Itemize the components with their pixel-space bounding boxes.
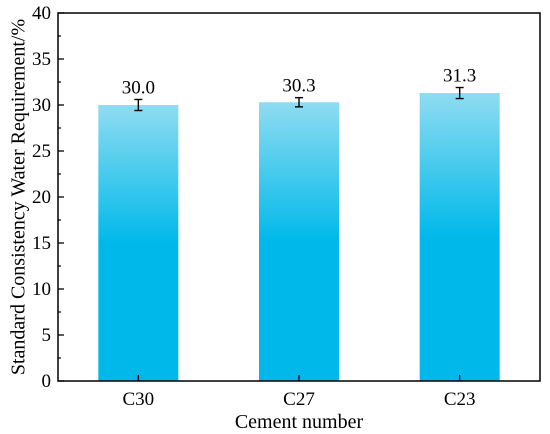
x-tick-label: C27 [283, 389, 315, 410]
bar [419, 93, 500, 381]
y-tick-label: 5 [42, 325, 52, 346]
error-bars-layer [134, 86, 464, 112]
data-label: 31.3 [443, 66, 476, 87]
y-tick-label: 35 [32, 49, 51, 70]
y-tick-label: 0 [42, 371, 52, 392]
x-axis: C30 C27 C23 [122, 375, 476, 410]
bar [259, 102, 339, 382]
bar [98, 105, 179, 381]
y-tick-label: 10 [32, 279, 51, 300]
y-tick-label: 40 [32, 3, 51, 24]
y-axis-title: Standard Consistency Water Requirement/% [8, 19, 30, 375]
data-labels-layer: 30.0 30.3 31.3 [122, 66, 477, 99]
data-label: 30.0 [122, 77, 155, 98]
y-tick-label: 30 [32, 95, 51, 116]
y-tick-label: 25 [32, 141, 51, 162]
y-tick-label: 15 [32, 233, 51, 254]
bars-layer [98, 93, 500, 382]
data-label: 30.3 [282, 76, 315, 97]
x-tick-label: C30 [122, 389, 154, 410]
x-axis-title: Cement number [235, 411, 364, 433]
y-axis: 0 5 10 15 20 25 30 35 40 [32, 3, 64, 392]
y-tick-label: 20 [32, 187, 51, 208]
x-tick-label: C23 [444, 389, 476, 410]
